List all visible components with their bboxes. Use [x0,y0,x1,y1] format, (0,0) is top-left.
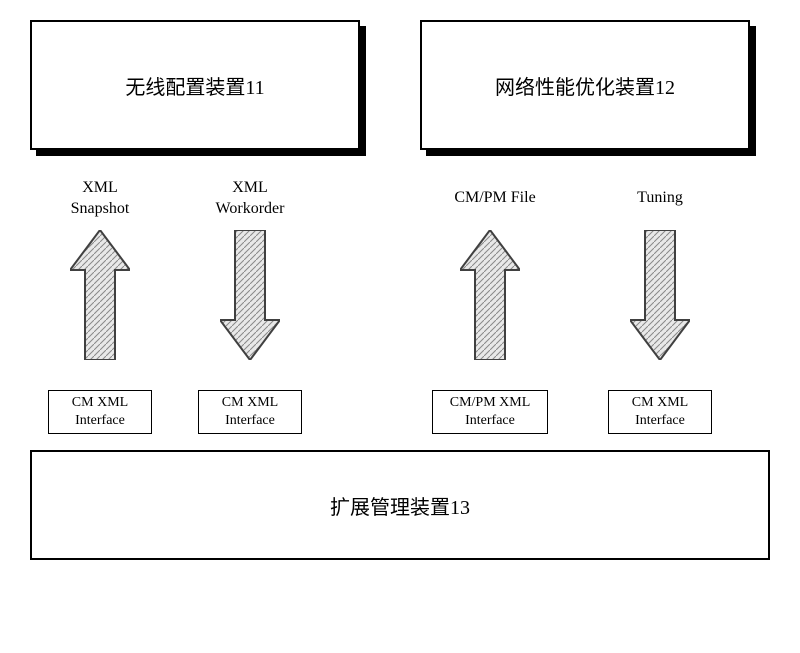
interface-box-4: CM XMLInterface [608,390,712,434]
arrow1-label: XMLSnapshot [50,178,150,220]
interface-box-1: CM XMLInterface [48,390,152,434]
arrow4-label: Tuning [615,188,705,209]
network-perf-label: 网络性能优化装置12 [495,71,675,100]
arrow-up-2 [460,230,520,360]
system-diagram: 无线配置装置11 网络性能优化装置12 XMLSnapshot XMLWorko… [20,20,780,633]
arrow-up-1 [70,230,130,360]
wireless-config-box: 无线配置装置11 [30,20,360,150]
arrow3-label: CM/PM File [440,188,550,209]
wireless-config-label: 无线配置装置11 [125,71,264,100]
arrow-down-1 [220,230,280,360]
ext-mgmt-label: 扩展管理装置13 [330,491,470,520]
interface-box-3: CM/PM XMLInterface [432,390,548,434]
arrow-down-2 [630,230,690,360]
interface-box-2: CM XMLInterface [198,390,302,434]
ext-mgmt-box: 扩展管理装置13 [30,450,770,560]
network-perf-box: 网络性能优化装置12 [420,20,750,150]
arrow2-label: XMLWorkorder [200,178,300,220]
